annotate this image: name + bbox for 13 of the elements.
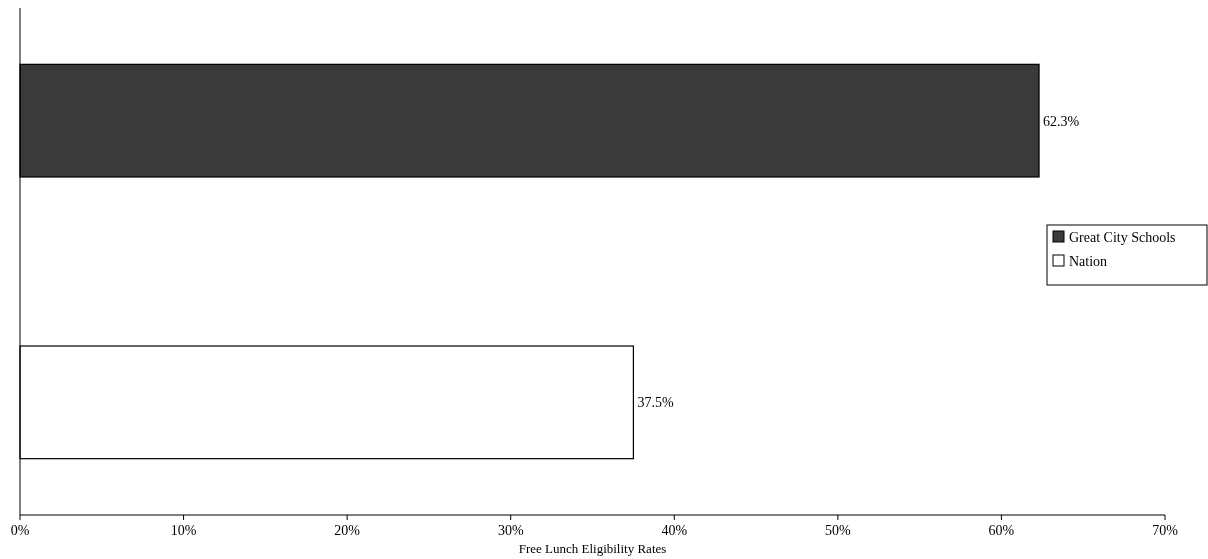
x-tick-label: 0% bbox=[10, 523, 30, 538]
x-tick-label: 40% bbox=[661, 523, 688, 538]
x-tick-label: 70% bbox=[1152, 523, 1179, 538]
data-label: 37.5% bbox=[637, 395, 674, 411]
x-tick-label: 20% bbox=[334, 523, 361, 538]
data-label: 62.3% bbox=[1043, 113, 1080, 129]
x-tick-label: 50% bbox=[825, 523, 852, 538]
legend-label: Great City Schools bbox=[1069, 229, 1176, 245]
x-tick-label: 10% bbox=[170, 523, 197, 538]
x-tick-label: 60% bbox=[988, 523, 1015, 538]
x-axis-title: Free Lunch Eligibility Rates bbox=[518, 541, 667, 556]
x-tick-label: 30% bbox=[497, 523, 524, 538]
legend-label: Nation bbox=[1069, 253, 1108, 269]
